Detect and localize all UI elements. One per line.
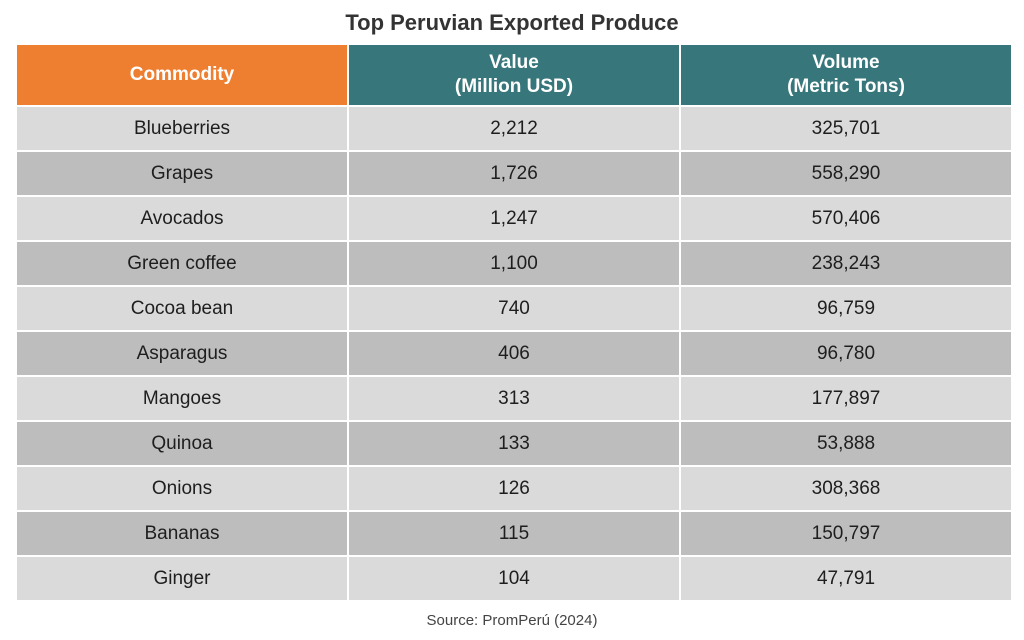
- value-cell: 133: [348, 421, 681, 467]
- source-note: Source: PromPerú (2024): [426, 612, 598, 629]
- header-row: Commodity Value (Million USD) Volume (Me…: [17, 45, 1011, 107]
- commodity-cell: Grapes: [17, 151, 349, 197]
- value-cell: 1,726: [348, 151, 681, 197]
- commodity-cell: Green coffee: [17, 241, 349, 287]
- table-row: Onions 126 308,368: [17, 466, 1011, 512]
- value-cell: 126: [348, 466, 681, 512]
- table-row: Avocados 1,247 570,406: [17, 196, 1011, 242]
- commodity-cell: Bananas: [17, 511, 349, 557]
- table-row: Ginger 104 47,791: [17, 556, 1011, 602]
- commodity-cell: Onions: [17, 466, 349, 512]
- header-value: Value (Million USD): [348, 45, 681, 107]
- table-row: Blueberries 2,212 325,701: [17, 106, 1011, 152]
- header-commodity: Commodity: [17, 45, 349, 107]
- volume-cell: 238,243: [680, 241, 1011, 287]
- volume-cell: 96,780: [680, 331, 1011, 377]
- volume-cell: 96,759: [680, 286, 1011, 332]
- table-row: Quinoa 133 53,888: [17, 421, 1011, 467]
- table-row: Bananas 115 150,797: [17, 511, 1011, 557]
- volume-cell: 150,797: [680, 511, 1011, 557]
- commodity-cell: Avocados: [17, 196, 349, 242]
- value-cell: 115: [348, 511, 681, 557]
- value-cell: 1,247: [348, 196, 681, 242]
- commodity-cell: Asparagus: [17, 331, 349, 377]
- value-cell: 2,212: [348, 106, 681, 152]
- table-row: Asparagus 406 96,780: [17, 331, 1011, 377]
- volume-cell: 325,701: [680, 106, 1011, 152]
- volume-cell: 47,791: [680, 556, 1011, 602]
- commodity-cell: Cocoa bean: [17, 286, 349, 332]
- table-row: Mangoes 313 177,897: [17, 376, 1011, 422]
- header-volume-unit: (Metric Tons): [787, 76, 905, 97]
- volume-cell: 308,368: [680, 466, 1011, 512]
- header-commodity-label: Commodity: [129, 64, 235, 85]
- header-volume-label: Volume: [812, 52, 880, 73]
- commodity-cell: Mangoes: [17, 376, 349, 422]
- header-volume: Volume (Metric Tons): [680, 45, 1011, 107]
- data-table: Commodity Value (Million USD) Volume (Me…: [17, 45, 1011, 602]
- volume-cell: 53,888: [680, 421, 1011, 467]
- table-body: Blueberries 2,212 325,701 Grapes 1,726 558,29…: [17, 106, 1011, 602]
- commodity-cell: Ginger: [17, 556, 349, 602]
- volume-cell: 570,406: [680, 196, 1011, 242]
- chart-title: Top Peruvian Exported Produce: [345, 10, 679, 35]
- value-cell: 313: [348, 376, 681, 422]
- table-row: Cocoa bean 740 96,759: [17, 286, 1011, 332]
- header-value-unit: (Million USD): [454, 76, 574, 97]
- table-row: Grapes 1,726 558,290: [17, 151, 1011, 197]
- commodity-cell: Blueberries: [17, 106, 349, 152]
- value-cell: 1,100: [348, 241, 681, 287]
- volume-cell: 177,897: [680, 376, 1011, 422]
- header-value-label: Value: [489, 52, 539, 73]
- value-cell: 406: [348, 331, 681, 377]
- table-row: Green coffee 1,100 238,243: [17, 241, 1011, 287]
- value-cell: 740: [348, 286, 681, 332]
- volume-cell: 558,290: [680, 151, 1011, 197]
- commodity-cell: Quinoa: [17, 421, 349, 467]
- value-cell: 104: [348, 556, 681, 602]
